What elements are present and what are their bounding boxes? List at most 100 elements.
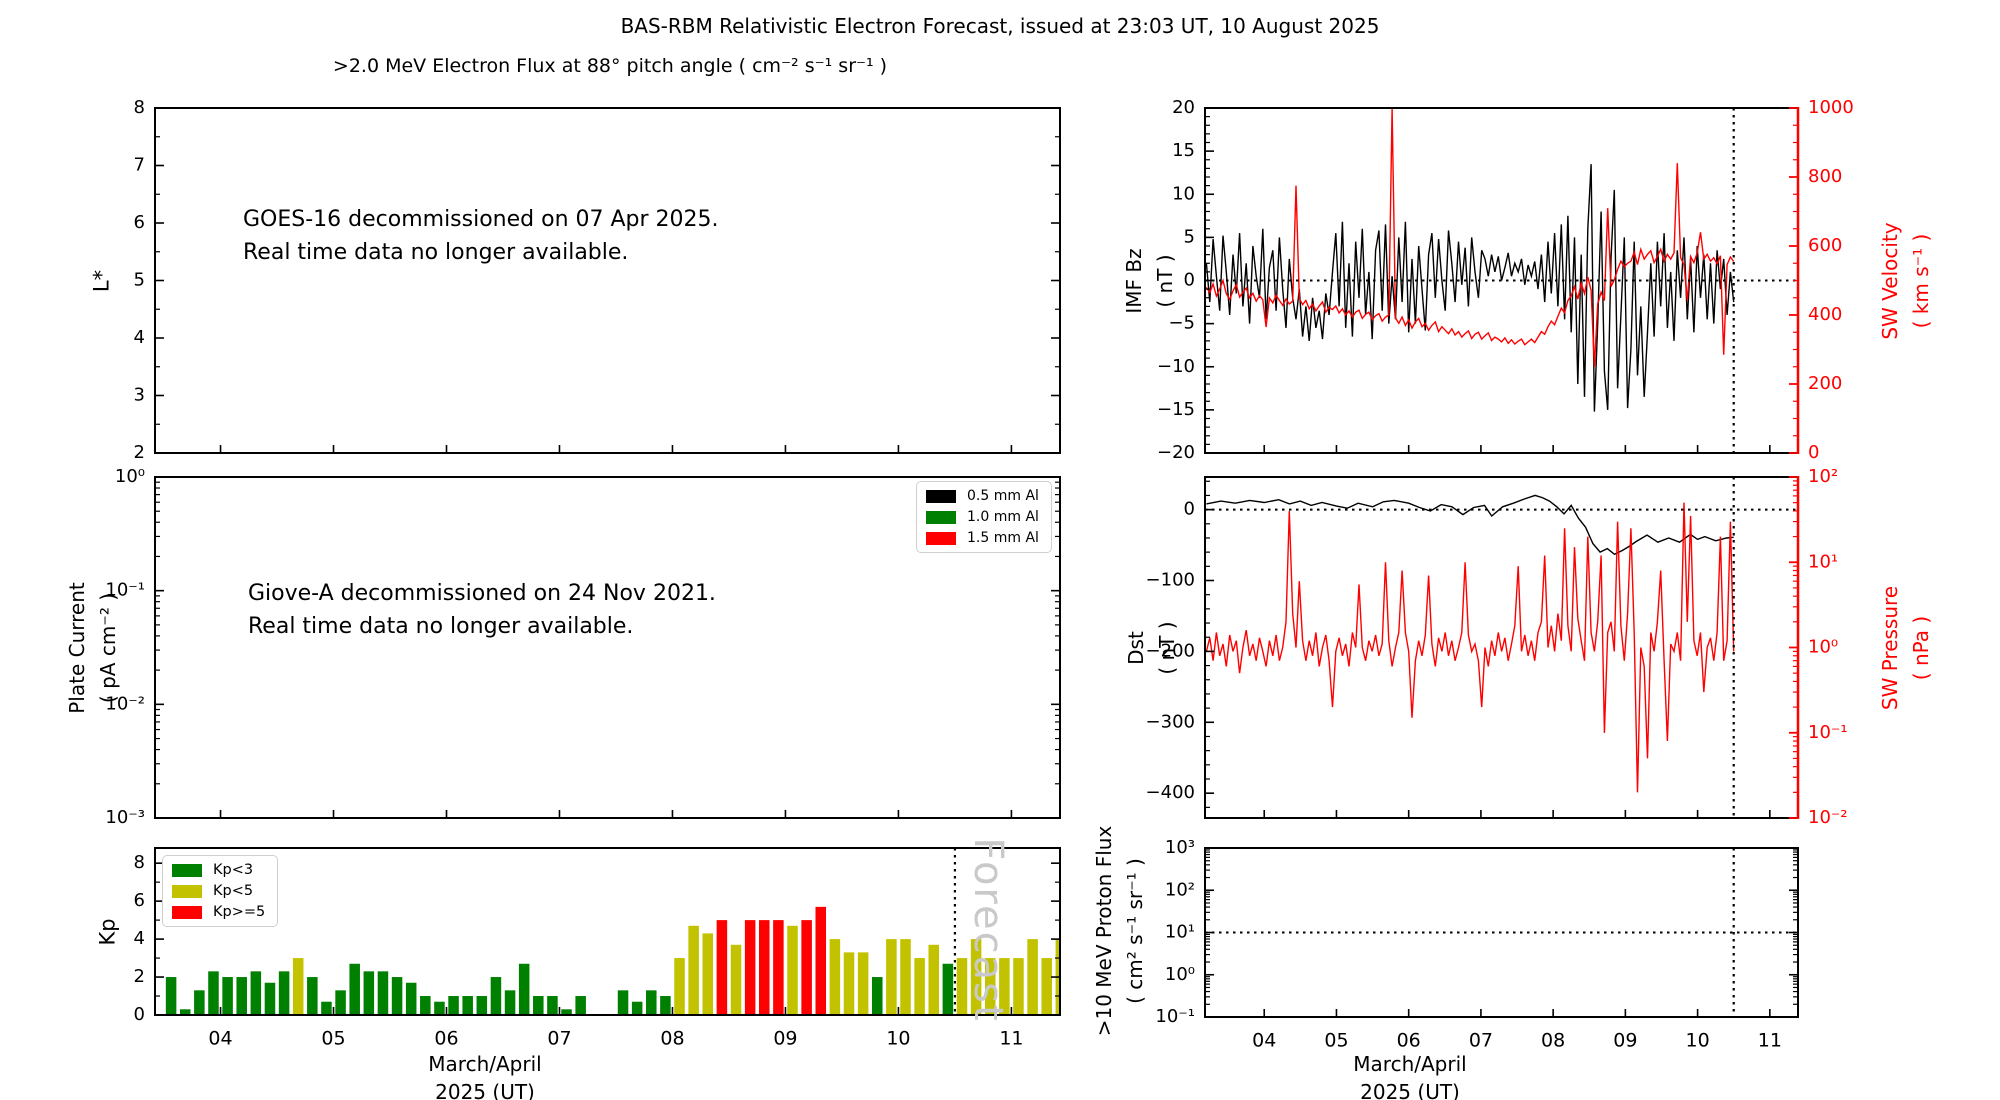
plate-current-legend: 0.5 mm Al 1.0 mm Al 1.5 mm Al — [916, 481, 1052, 553]
legend-item-kp-lt3: Kp<3 — [172, 862, 265, 878]
svg-text:2: 2 — [134, 966, 145, 987]
svg-text:04: 04 — [208, 1028, 232, 1050]
ylabel-dst-units: ( nT ) — [1155, 621, 1179, 675]
xlabel-right-line2: 2025 (UT) — [1360, 1080, 1460, 1100]
svg-text:10⁰: 10⁰ — [115, 466, 145, 487]
svg-text:−10: −10 — [1157, 356, 1195, 377]
svg-text:10⁻²: 10⁻² — [105, 693, 145, 714]
svg-text:10⁻¹: 10⁻¹ — [1808, 722, 1848, 743]
ylabel-sw-velocity-units: ( km s⁻¹ ) — [1909, 233, 1933, 329]
svg-text:05: 05 — [1324, 1030, 1348, 1052]
svg-text:−400: −400 — [1146, 782, 1195, 803]
ylabel-imf-bz-line1: IMF Bz — [1122, 248, 1146, 314]
ylabel-dst-line1: Dst — [1124, 631, 1148, 665]
svg-text:0: 0 — [134, 1004, 145, 1025]
svg-text:1000: 1000 — [1808, 97, 1854, 118]
svg-text:06: 06 — [434, 1028, 458, 1050]
goes16-annotation: GOES-16 decommissioned on 07 Apr 2025. R… — [243, 203, 719, 269]
svg-text:600: 600 — [1808, 235, 1842, 256]
svg-text:0: 0 — [1808, 442, 1819, 463]
svg-text:10²: 10² — [1165, 879, 1195, 900]
ylabel-proton-flux: >10 MeV Proton Flux ( cm² s⁻¹ sr⁻¹ ) — [1089, 826, 1151, 1037]
swatch-05mm-al — [926, 489, 956, 503]
svg-text:3: 3 — [134, 385, 145, 406]
svg-text:07: 07 — [1469, 1030, 1493, 1052]
svg-text:10: 10 — [1172, 183, 1195, 204]
svg-text:20: 20 — [1172, 97, 1195, 118]
swatch-15mm-al — [926, 531, 956, 545]
svg-text:−5: −5 — [1168, 313, 1195, 334]
legend-label-05mm: 0.5 mm Al — [967, 488, 1039, 504]
ylabel-sw-pressure-units: ( nPa ) — [1909, 615, 1933, 681]
svg-text:10: 10 — [886, 1028, 910, 1050]
xlabel-left: March/April 2025 (UT) — [428, 1050, 541, 1100]
svg-text:0: 0 — [1184, 270, 1195, 291]
svg-text:400: 400 — [1808, 304, 1842, 325]
svg-text:10⁻³: 10⁻³ — [105, 807, 145, 828]
svg-text:11: 11 — [999, 1028, 1023, 1050]
svg-text:10¹: 10¹ — [1165, 922, 1195, 943]
legend-item-kp-ge5: Kp>=5 — [172, 904, 265, 920]
svg-text:05: 05 — [321, 1028, 345, 1050]
ylabel-lstar: L* — [89, 269, 114, 293]
svg-text:6: 6 — [134, 890, 145, 911]
legend-item-kp-lt5: Kp<5 — [172, 883, 265, 899]
goes16-annotation-line1: GOES-16 decommissioned on 07 Apr 2025. — [243, 207, 719, 232]
svg-text:8: 8 — [134, 97, 145, 118]
svg-text:5: 5 — [1184, 226, 1195, 247]
svg-text:800: 800 — [1808, 166, 1842, 187]
ylabel-proton-flux-units: ( cm² s⁻¹ sr⁻¹ ) — [1123, 858, 1147, 1004]
svg-text:4: 4 — [134, 928, 145, 949]
figure-title: BAS-RBM Relativistic Electron Forecast, … — [620, 14, 1380, 38]
svg-text:0: 0 — [1184, 499, 1195, 520]
svg-text:7: 7 — [134, 155, 145, 176]
svg-text:15: 15 — [1172, 140, 1195, 161]
legend-item-15mm: 1.5 mm Al — [926, 530, 1039, 546]
svg-text:07: 07 — [547, 1028, 571, 1050]
ylabel-sw-velocity-line1: SW Velocity — [1878, 222, 1902, 340]
xlabel-left-line1: March/April — [428, 1052, 542, 1076]
svg-text:10: 10 — [1686, 1030, 1710, 1052]
swatch-kp-ge5 — [172, 905, 202, 919]
giovea-annotation-line1: Giove-A decommissioned on 24 Nov 2021. — [248, 581, 716, 606]
kp-legend: Kp<3 Kp<5 Kp>=5 — [162, 855, 279, 927]
svg-text:10²: 10² — [1808, 466, 1838, 487]
svg-text:5: 5 — [134, 270, 145, 291]
svg-text:06: 06 — [1397, 1030, 1421, 1052]
ylabel-plate-current-units: ( pA cm⁻² ) — [96, 592, 120, 704]
goes16-annotation-line2: Real time data no longer available. — [243, 240, 629, 265]
electron-flux-title: >2.0 MeV Electron Flux at 88° pitch angl… — [332, 55, 888, 77]
ylabel-dst: Dst ( nT ) — [1121, 621, 1183, 674]
ylabel-proton-flux-line1: >10 MeV Proton Flux — [1092, 825, 1116, 1037]
giovea-annotation-line2: Real time data no longer available. — [248, 614, 634, 639]
ylabel-plate-current-line1: Plate Current — [65, 582, 89, 714]
svg-text:−100: −100 — [1146, 570, 1195, 591]
xlabel-right-line1: March/April — [1353, 1052, 1467, 1076]
svg-text:−20: −20 — [1157, 442, 1195, 463]
ylabel-sw-velocity: SW Velocity ( km s⁻¹ ) — [1875, 222, 1937, 339]
legend-label-kp-lt3: Kp<3 — [213, 862, 254, 878]
svg-text:10⁻¹: 10⁻¹ — [105, 580, 145, 601]
svg-text:10¹: 10¹ — [1808, 551, 1838, 572]
svg-text:09: 09 — [773, 1028, 797, 1050]
svg-text:10⁻¹: 10⁻¹ — [1155, 1006, 1195, 1027]
forecast-watermark: Forecast — [965, 837, 1011, 1023]
swatch-kp-lt5 — [172, 884, 202, 898]
svg-text:200: 200 — [1808, 373, 1842, 394]
svg-text:10³: 10³ — [1165, 837, 1195, 858]
swatch-10mm-al — [926, 510, 956, 524]
ylabel-plate-current: Plate Current ( pA cm⁻² ) — [62, 582, 124, 714]
svg-text:09: 09 — [1613, 1030, 1637, 1052]
svg-text:2: 2 — [134, 442, 145, 463]
svg-text:10⁻²: 10⁻² — [1808, 807, 1848, 828]
svg-text:6: 6 — [134, 212, 145, 233]
giovea-annotation: Giove-A decommissioned on 24 Nov 2021. R… — [248, 577, 716, 643]
svg-text:8: 8 — [134, 852, 145, 873]
swatch-kp-lt3 — [172, 863, 202, 877]
svg-text:08: 08 — [1541, 1030, 1565, 1052]
ylabel-kp: Kp — [95, 918, 120, 946]
legend-label-kp-lt5: Kp<5 — [213, 883, 254, 899]
svg-text:08: 08 — [660, 1028, 684, 1050]
xlabel-right: March/April 2025 (UT) — [1353, 1050, 1466, 1100]
